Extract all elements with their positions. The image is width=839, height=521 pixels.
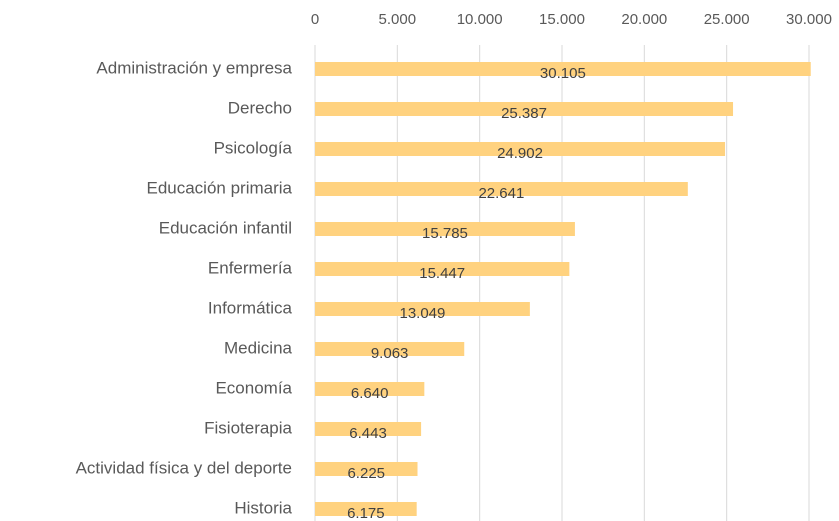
x-tick-label: 25.000 (704, 11, 750, 28)
value-label: 6.443 (349, 425, 387, 442)
category-label: Psicología (214, 138, 293, 157)
x-tick-label: 20.000 (621, 11, 667, 28)
value-label: 6.225 (347, 465, 385, 482)
value-label: 15.785 (422, 225, 468, 242)
value-label: 9.063 (371, 345, 409, 362)
x-tick-label: 5.000 (379, 11, 417, 28)
bar (315, 222, 575, 236)
value-label: 30.105 (540, 65, 586, 82)
bar (315, 342, 465, 356)
category-label: Historia (234, 498, 292, 517)
bar (315, 422, 422, 436)
bar (315, 382, 425, 396)
bar (315, 302, 530, 316)
bar (315, 62, 811, 76)
category-label: Educación infantil (159, 218, 292, 237)
value-label: 22.641 (478, 185, 524, 202)
value-label: 15.447 (419, 265, 465, 282)
x-tick-label: 15.000 (539, 11, 585, 28)
category-label: Enfermería (208, 258, 293, 277)
bar (315, 262, 570, 276)
category-label: Educación primaria (146, 178, 292, 197)
value-label: 24.902 (497, 145, 543, 162)
bar (315, 182, 688, 196)
x-tick-label: 0 (311, 11, 319, 28)
bar (315, 462, 418, 476)
category-label: Medicina (224, 338, 293, 357)
value-label: 13.049 (399, 305, 445, 322)
category-label: Economía (215, 378, 292, 397)
bar (315, 142, 726, 156)
x-tick-label: 10.000 (457, 11, 503, 28)
category-label: Derecho (228, 98, 292, 117)
value-label: 6.175 (347, 505, 385, 521)
value-label: 6.640 (351, 385, 389, 402)
category-label: Actividad física y del deporte (76, 458, 292, 477)
bar (315, 102, 734, 116)
value-label: 25.387 (501, 105, 547, 122)
category-label: Informática (208, 298, 293, 317)
bar (315, 502, 417, 516)
category-label: Administración y empresa (96, 58, 292, 77)
category-label: Fisioterapia (204, 418, 292, 437)
x-tick-label: 30.000 (786, 11, 832, 28)
